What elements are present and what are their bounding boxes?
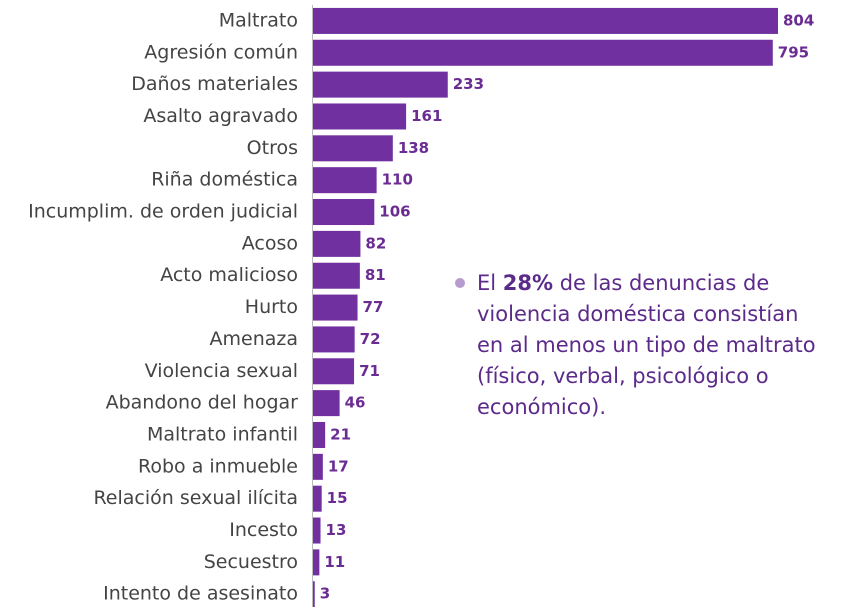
value-label: 804 — [783, 11, 814, 29]
annotation: El 28% de las denuncias de violencia dom… — [455, 268, 827, 423]
bar — [313, 294, 358, 321]
category-label: Acto malicioso — [160, 264, 298, 286]
category-label: Maltrato — [219, 9, 298, 31]
category-label: Otros — [247, 137, 298, 159]
category-label: Agresión común — [144, 41, 298, 63]
category-label: Hurto — [245, 296, 298, 318]
value-label: 82 — [365, 234, 386, 252]
bar — [313, 7, 778, 34]
value-label: 15 — [327, 489, 348, 507]
value-label: 233 — [453, 75, 484, 93]
value-label: 795 — [778, 43, 809, 61]
bar — [313, 358, 355, 385]
value-label: 13 — [326, 521, 347, 539]
value-label: 81 — [365, 266, 386, 284]
category-label: Incumplim. de orden judicial — [28, 201, 298, 223]
bar — [313, 326, 355, 353]
category-label: Maltrato infantil — [147, 423, 298, 445]
value-label: 72 — [360, 330, 381, 348]
category-label: Asalto agravado — [143, 105, 298, 127]
value-label: 17 — [328, 457, 349, 475]
category-label: Robo a inmueble — [138, 455, 298, 477]
bar — [313, 549, 320, 576]
bar — [313, 103, 407, 130]
category-label: Acoso — [242, 232, 298, 254]
value-label: 161 — [411, 107, 442, 125]
value-label: 106 — [379, 203, 410, 221]
category-label: Abandono del hogar — [106, 392, 299, 414]
bar — [313, 135, 393, 162]
bar — [313, 453, 323, 480]
value-label: 110 — [382, 171, 413, 189]
bar — [313, 199, 375, 226]
value-label: 3 — [320, 585, 330, 603]
bar — [313, 230, 361, 257]
annotation-text: El — [477, 271, 503, 295]
bar — [313, 71, 448, 98]
category-label: Riña doméstica — [151, 169, 298, 191]
bar — [313, 262, 360, 289]
category-label: Violencia sexual — [145, 360, 298, 382]
value-label: 21 — [330, 425, 351, 443]
category-label: Relación sexual ilícita — [93, 487, 298, 509]
value-label: 11 — [324, 553, 345, 571]
bar — [313, 390, 340, 417]
bullet — [455, 278, 465, 288]
bar — [313, 581, 315, 607]
category-label: Intento de asesinato — [103, 583, 298, 605]
bar — [313, 517, 321, 544]
value-label: 46 — [345, 394, 366, 412]
category-label: Daños materiales — [131, 73, 298, 95]
annotation-highlight: 28% — [502, 271, 554, 295]
category-label: Amenaza — [210, 328, 299, 350]
bar — [313, 167, 377, 194]
bar — [313, 39, 773, 66]
category-label: Secuestro — [204, 551, 298, 573]
bar — [313, 421, 326, 448]
annotation-text: de las denuncias de violencia doméstica … — [477, 271, 816, 419]
category-label: Incesto — [229, 519, 298, 541]
value-label: 77 — [363, 298, 384, 316]
bar — [313, 485, 322, 512]
value-label: 71 — [359, 362, 380, 380]
value-label: 138 — [398, 139, 429, 157]
